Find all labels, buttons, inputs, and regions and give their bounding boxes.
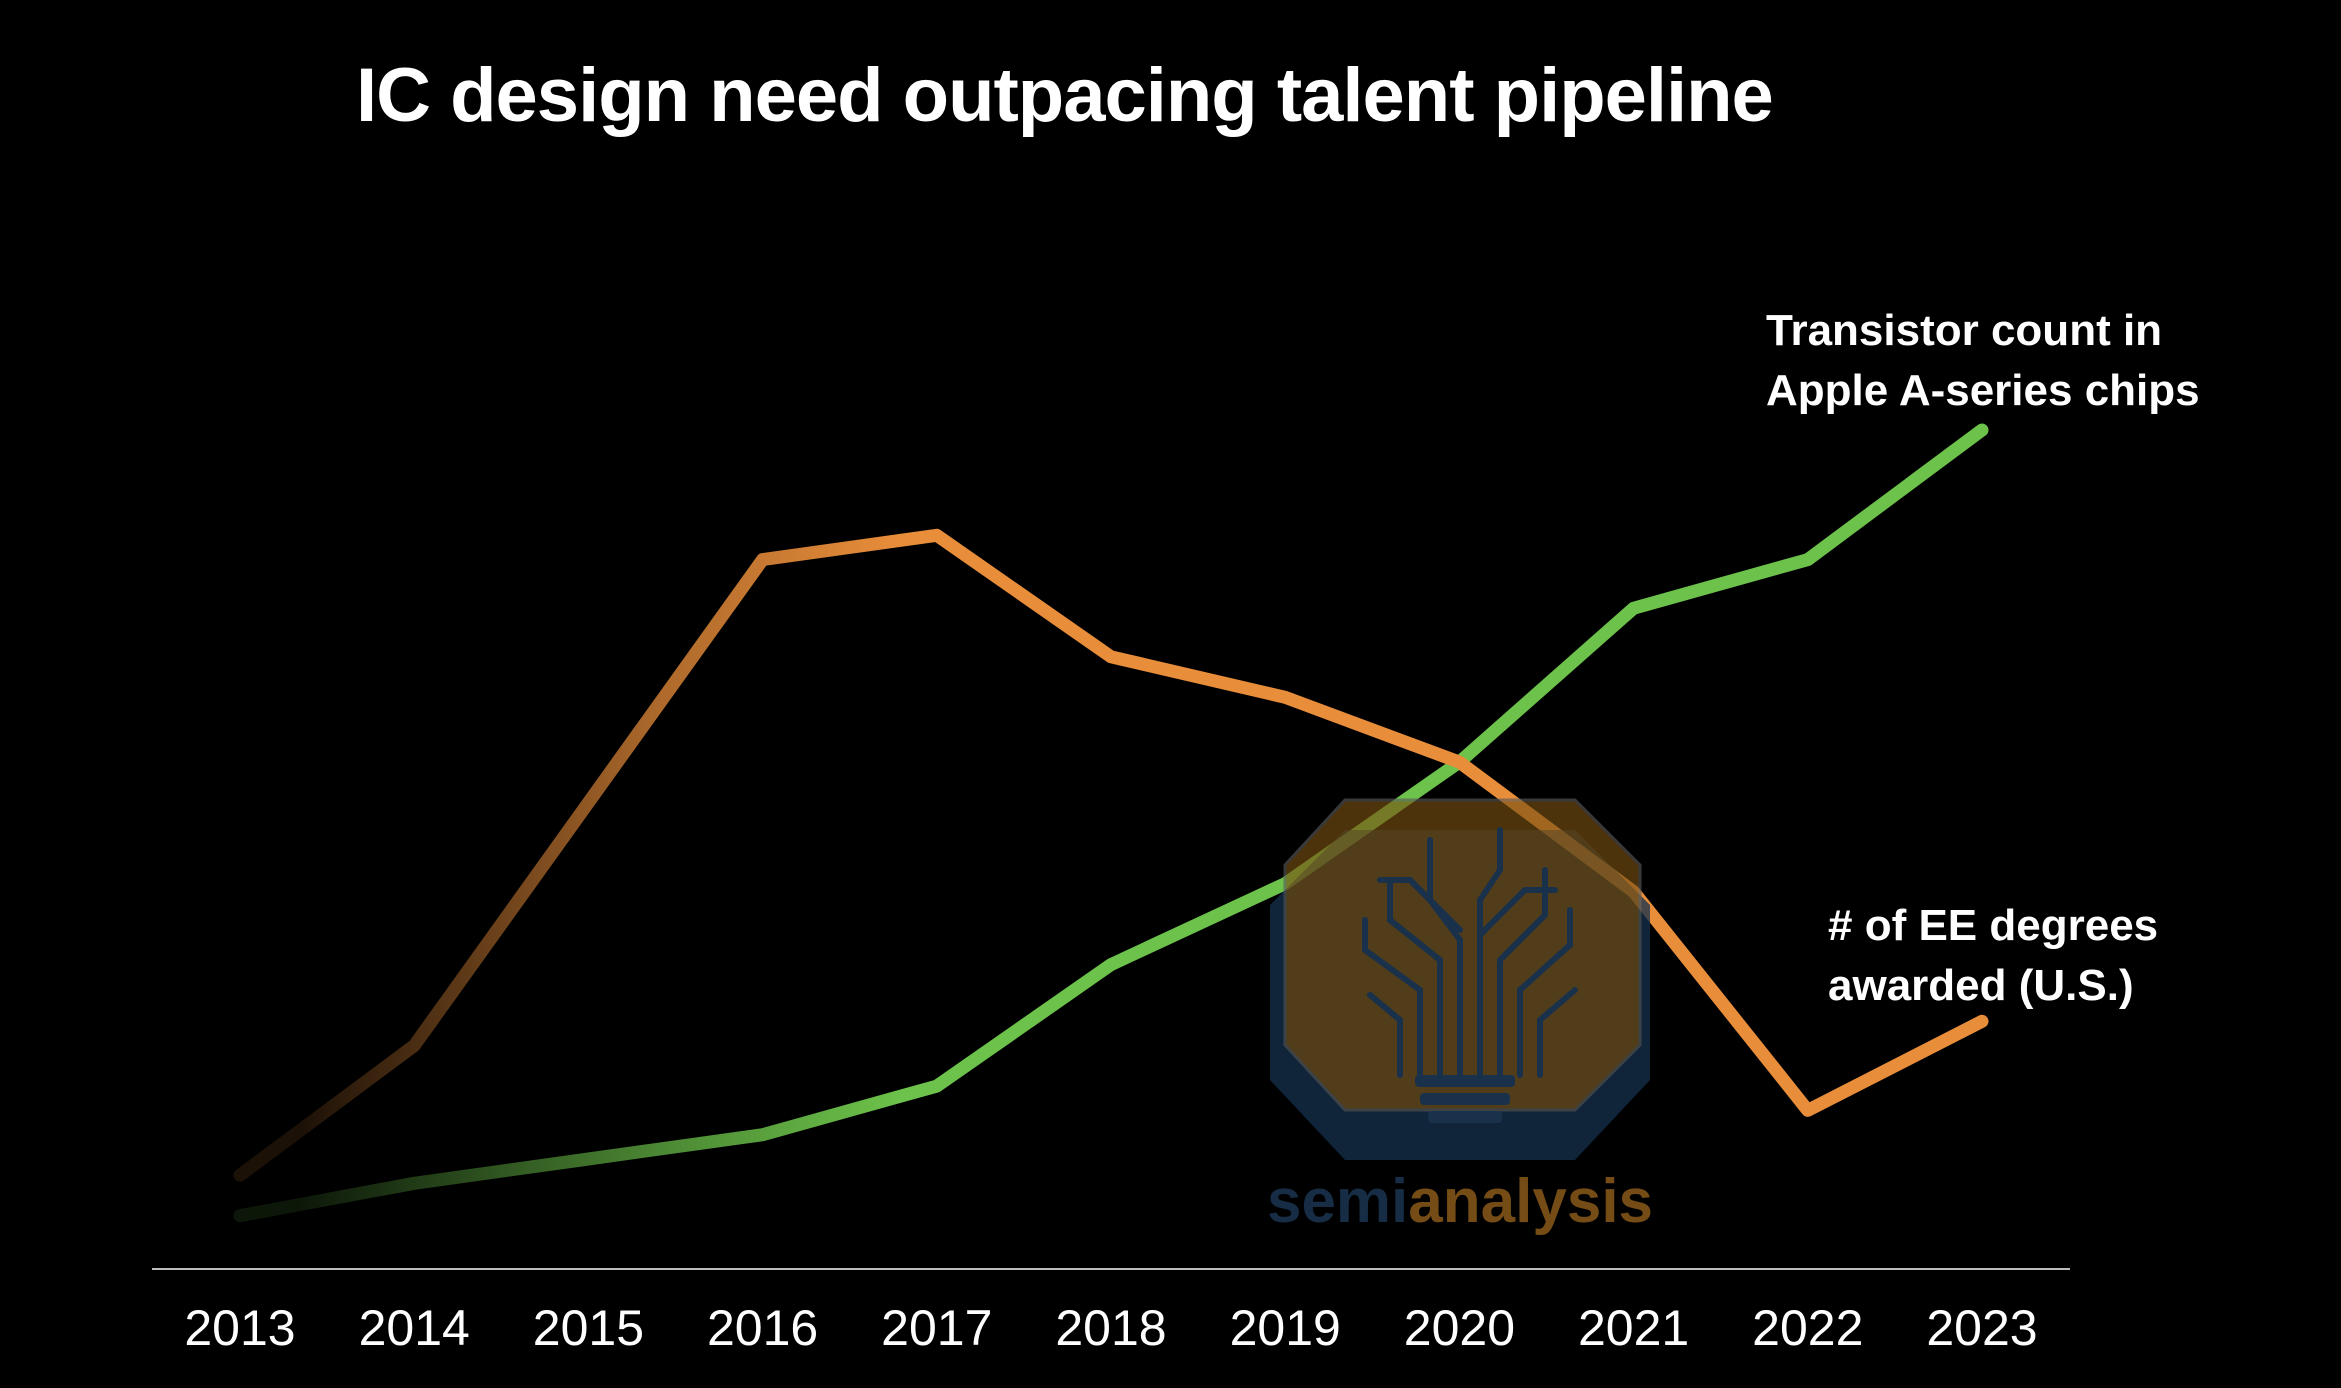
bulb-base-icon — [1415, 1075, 1515, 1123]
series-label-ee_degrees: # of EE degrees awarded (U.S.) — [1828, 901, 2158, 1010]
series-layer — [233, 423, 1989, 1223]
x-tick-label-2019: 2019 — [1230, 1300, 1341, 1356]
series-label-line: # of EE degrees — [1828, 901, 2158, 950]
series-label-transistors: Transistor count in Apple A-series chips — [1766, 306, 2200, 415]
series-line-transistors — [233, 423, 1989, 1223]
series-line-ee_degrees — [233, 528, 1989, 1182]
circuit-tree-icon — [1362, 827, 1578, 1078]
x-tick-label-2023: 2023 — [1926, 1300, 2037, 1356]
watermark-text-analysis: analysis — [1408, 1167, 1653, 1236]
semianalysis-watermark-logo: semianalysis — [1267, 798, 1653, 1236]
x-tick-label-2018: 2018 — [1055, 1300, 1166, 1356]
x-tick-label-2020: 2020 — [1404, 1300, 1515, 1356]
watermark-text-semi: semi — [1267, 1167, 1408, 1236]
series-label-line: Transistor count in — [1766, 306, 2162, 355]
series-label-line: awarded (U.S.) — [1828, 961, 2134, 1010]
x-tick-label-2013: 2013 — [184, 1300, 295, 1356]
chart-title: IC design need outpacing talent pipeline — [356, 53, 1774, 138]
x-tick-label-2017: 2017 — [881, 1300, 992, 1356]
svg-text:semianalysis: semianalysis — [1267, 1167, 1653, 1236]
x-tick-label-2014: 2014 — [359, 1300, 470, 1356]
x-axis-ticks: 2013 2014 2015 2016 2017 2018 2019 2020 2021 2022… — [184, 1300, 2037, 1356]
x-tick-label-2022: 2022 — [1752, 1300, 1863, 1356]
x-tick-label-2016: 2016 — [707, 1300, 818, 1356]
x-tick-label-2015: 2015 — [533, 1300, 644, 1356]
x-tick-label-2021: 2021 — [1578, 1300, 1689, 1356]
series-label-line: Apple A-series chips — [1766, 366, 2200, 415]
series-labels: Transistor count in Apple A-series chips #… — [1766, 306, 2200, 1010]
